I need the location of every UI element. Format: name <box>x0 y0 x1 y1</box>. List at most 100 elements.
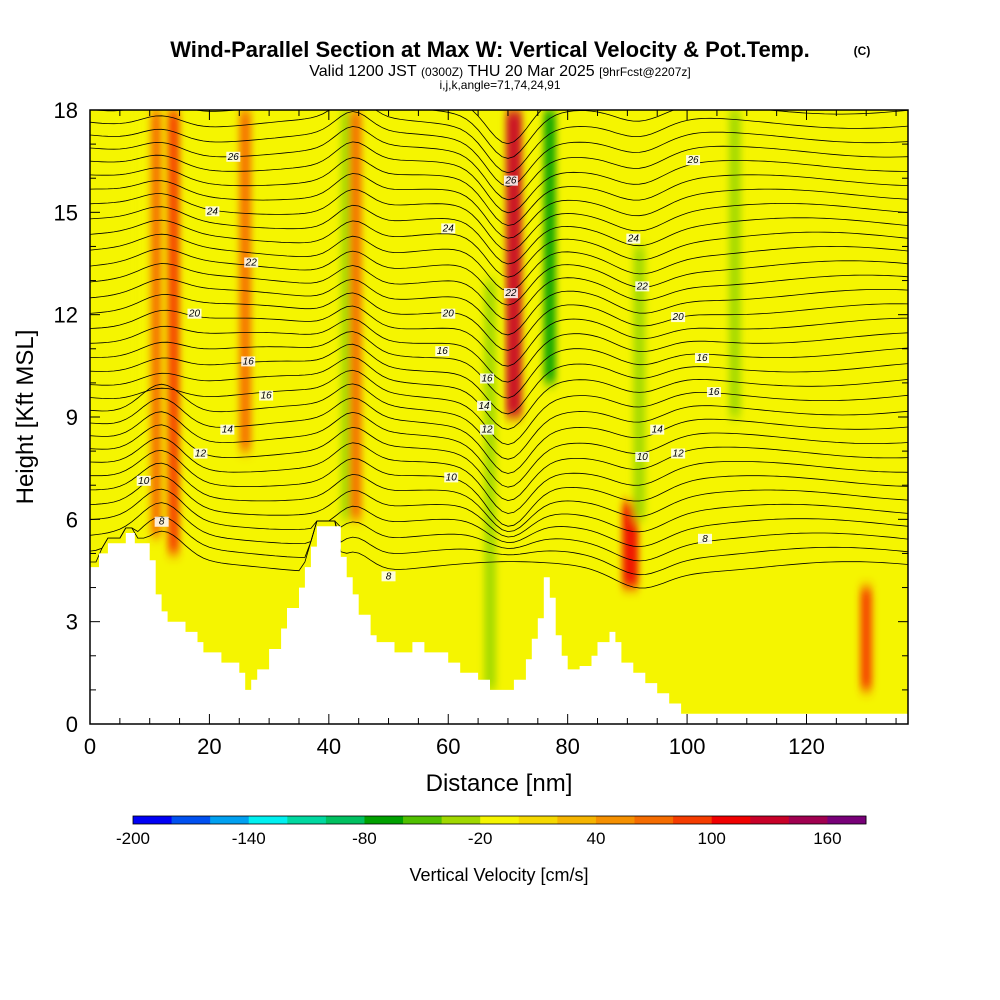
contour-label-bg <box>193 448 208 459</box>
theta-contour-3 <box>90 502 908 562</box>
velocity-field-background <box>90 110 908 724</box>
colorbar-swatch <box>210 816 250 824</box>
theta-contour-14 <box>90 356 908 430</box>
velocity-band-6 <box>349 110 362 520</box>
theta-contour-28 <box>90 157 908 226</box>
theta-contour-27 <box>90 173 908 239</box>
theta-contour-31 <box>90 111 908 187</box>
contour-label: 14 <box>652 425 664 436</box>
contour-label-bg <box>441 308 456 319</box>
colorbar-tick-label: -200 <box>116 829 150 848</box>
x-tick-label: 20 <box>197 734 221 759</box>
colorbar-swatch <box>750 816 790 824</box>
contour-label: 16 <box>481 373 493 384</box>
velocity-band-1 <box>137 110 150 537</box>
y-tick-label: 12 <box>54 303 78 328</box>
colorbar-swatch <box>673 816 713 824</box>
contour-label-bg <box>444 472 459 483</box>
contour-label: 26 <box>504 176 517 187</box>
contour-label-bg <box>626 233 641 244</box>
velocity-band-10 <box>622 502 639 588</box>
theta-contour-1 <box>90 520 908 589</box>
colorbar-swatch <box>518 816 558 824</box>
y-axis: 0 3 6 9 12 15 18 <box>54 98 908 737</box>
contour-label: 16 <box>437 346 449 357</box>
contour-label-bg <box>220 424 235 435</box>
contour-label: 20 <box>672 312 685 323</box>
contour-label-bg <box>226 151 241 162</box>
theta-contour-6 <box>90 462 908 533</box>
colorbar-swatch <box>325 816 365 824</box>
contour-label-bg <box>695 353 710 364</box>
contour-label: 8 <box>386 571 392 582</box>
velocity-band-4 <box>239 110 252 452</box>
x-tick-label: 100 <box>669 734 706 759</box>
velocity-band-13 <box>860 587 873 690</box>
velocity-band-12 <box>728 110 741 417</box>
theta-contour-10 <box>90 411 908 488</box>
theta-contour-26 <box>90 188 908 252</box>
velocity-band-3 <box>167 110 180 554</box>
colorbar-tick-label: -140 <box>232 829 266 848</box>
contour-label-bg <box>635 281 650 292</box>
colorbar-swatch <box>171 816 211 824</box>
contour-label-bg <box>635 451 650 462</box>
contour-label-bg <box>686 155 701 166</box>
contour-label: 26 <box>686 155 699 166</box>
theta-contour-18 <box>90 305 908 367</box>
y-tick-label: 0 <box>66 712 78 737</box>
theta-contour-32 <box>90 110 908 174</box>
theta-contour-17 <box>90 318 908 383</box>
contour-label: 22 <box>636 281 649 292</box>
valid-time: Valid 1200 JST <box>309 63 417 80</box>
theta-contour-7 <box>90 449 908 527</box>
contour-label-bg <box>241 356 256 367</box>
velocity-band-8 <box>505 110 522 417</box>
contour-label-bg <box>435 346 450 357</box>
theta-contour-4 <box>90 488 908 548</box>
contour-label: 16 <box>708 387 720 398</box>
x-tick-label: 80 <box>555 734 579 759</box>
contour-label-bg <box>503 175 518 186</box>
contour-label: 12 <box>673 449 685 460</box>
theta-contour-19 <box>90 292 908 351</box>
contour-label-bg <box>503 288 518 299</box>
colorbar-swatch <box>133 816 173 824</box>
contour-label-bg <box>187 308 202 319</box>
velocity-band-2 <box>149 110 162 537</box>
theta-contour-24 <box>90 219 908 278</box>
contour-label: 26 <box>227 152 240 163</box>
x-axis: 0 20 40 60 80 100 120 <box>84 110 897 759</box>
colorbar-frame <box>132 815 867 825</box>
colorbar-swatch <box>403 816 443 824</box>
x-tick-label: 120 <box>788 734 825 759</box>
contour-label-bg <box>154 516 169 527</box>
contour-label-bg <box>244 257 259 268</box>
forecast-info: [9hrFcst@2207z] <box>599 65 691 79</box>
valid-date: THU 20 Mar 2025 <box>468 63 595 80</box>
colorbar-tick-label: 40 <box>586 829 605 848</box>
chart-title: Wind-Parallel Section at Max W: Vertical… <box>170 37 810 62</box>
copyright-mark: (C) <box>854 44 871 58</box>
contour-label-bg <box>706 387 721 398</box>
contour-label: 24 <box>206 206 219 217</box>
y-tick-label: 6 <box>66 507 78 532</box>
theta-contour-5 <box>90 475 908 538</box>
colorbar-tick-label: 100 <box>697 829 725 848</box>
contour-label: 8 <box>159 517 165 528</box>
contour-label: 20 <box>442 309 455 320</box>
colorbar-swatch <box>827 816 867 824</box>
colorbar-swatch <box>634 816 674 824</box>
contour-label-bg <box>441 223 456 234</box>
contour-label: 10 <box>446 472 458 483</box>
contour-label-bg <box>480 424 495 435</box>
contour-label: 22 <box>504 288 517 299</box>
chart-subtitle: Valid 1200 JST (0300Z) THU 20 Mar 2025 [… <box>309 63 690 80</box>
contour-label-bg <box>697 533 712 544</box>
contour-label-bg <box>205 206 220 217</box>
theta-contour-16 <box>90 331 908 399</box>
theta-contour-21 <box>90 263 908 321</box>
contour-label-bg <box>650 424 665 435</box>
colorbar-swatch <box>364 816 404 824</box>
